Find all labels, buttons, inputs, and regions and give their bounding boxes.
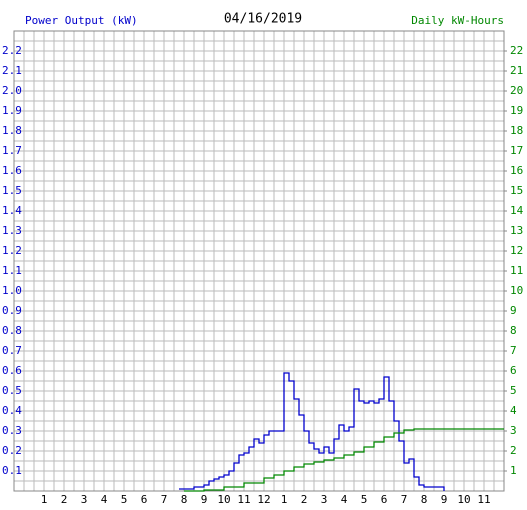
y-tick-label: 2.0 <box>2 84 22 97</box>
y2-tick-label: 1 <box>510 464 517 477</box>
x-tick-label: 6 <box>141 493 148 506</box>
x-tick-label: 2 <box>301 493 308 506</box>
x-tick-label: 1 <box>41 493 48 506</box>
y-tick-label: 1.1 <box>2 264 22 277</box>
y2-tick-label: 17 <box>510 144 523 157</box>
chart-title: 04/16/2019 <box>224 12 302 27</box>
y2-tick-label: 12 <box>510 244 523 257</box>
x-tick-label: 9 <box>441 493 448 506</box>
y-tick-label: 0.8 <box>2 324 22 337</box>
y-tick-label: 1.9 <box>2 104 22 117</box>
y-tick-label: 1.4 <box>2 204 22 217</box>
y2-tick-label: 3 <box>510 424 517 437</box>
x-tick-label: 11 <box>477 493 490 506</box>
y2-tick-label: 22 <box>510 44 523 57</box>
y2-tick-label: 21 <box>510 64 523 77</box>
x-tick-label: 5 <box>121 493 128 506</box>
y-tick-label: 1.0 <box>2 284 22 297</box>
y2-tick-label: 19 <box>510 104 523 117</box>
y2-tick-label: 6 <box>510 364 517 377</box>
x-tick-label: 3 <box>81 493 88 506</box>
y-tick-label: 1.6 <box>2 164 22 177</box>
y-tick-label: 0.4 <box>2 404 22 417</box>
y2-tick-label: 7 <box>510 344 517 357</box>
y2-axis-title: Daily kW-Hours <box>411 14 504 27</box>
x-tick-label: 4 <box>341 493 348 506</box>
x-tick-label: 3 <box>321 493 328 506</box>
x-tick-label: 4 <box>101 493 108 506</box>
y-axis-title: Power Output (kW) <box>25 14 138 27</box>
y-tick-label: 0.3 <box>2 424 22 437</box>
y2-tick-label: 9 <box>510 304 517 317</box>
y-tick-label: 0.9 <box>2 304 22 317</box>
x-tick-label: 12 <box>257 493 270 506</box>
y-tick-label: 2.2 <box>2 44 22 57</box>
y2-tick-label: 4 <box>510 404 517 417</box>
x-tick-label: 7 <box>161 493 168 506</box>
x-tick-label: 10 <box>457 493 470 506</box>
x-tick-label: 8 <box>181 493 188 506</box>
y-tick-label: 2.1 <box>2 64 22 77</box>
x-tick-label: 11 <box>237 493 250 506</box>
y-tick-label: 1.2 <box>2 244 22 257</box>
y-tick-label: 1.5 <box>2 184 22 197</box>
y2-tick-label: 8 <box>510 324 517 337</box>
y2-tick-label: 11 <box>510 264 523 277</box>
series-line <box>179 372 445 491</box>
x-tick-label: 5 <box>361 493 368 506</box>
y-tick-label: 1.7 <box>2 144 22 157</box>
y-tick-label: 0.1 <box>2 464 22 477</box>
x-tick-label: 10 <box>217 493 230 506</box>
y-tick-label: 0.7 <box>2 344 22 357</box>
y2-tick-label: 5 <box>510 384 517 397</box>
y-tick-label: 1.8 <box>2 124 22 137</box>
y-tick-label: 0.5 <box>2 384 22 397</box>
y-tick-label: 0.6 <box>2 364 22 377</box>
y2-tick-label: 18 <box>510 124 523 137</box>
y2-tick-label: 13 <box>510 224 523 237</box>
y2-tick-label: 15 <box>510 184 523 197</box>
plot-frame <box>13 30 505 492</box>
x-tick-label: 8 <box>421 493 428 506</box>
series-line <box>184 428 504 492</box>
grid <box>14 31 504 491</box>
x-tick-label: 2 <box>61 493 68 506</box>
x-tick-label: 1 <box>281 493 288 506</box>
y2-tick-label: 2 <box>510 444 517 457</box>
y2-tick-label: 20 <box>510 84 523 97</box>
y2-tick-label: 16 <box>510 164 523 177</box>
y2-tick-label: 10 <box>510 284 523 297</box>
y-tick-label: 0.2 <box>2 444 22 457</box>
x-tick-label: 7 <box>401 493 408 506</box>
y-tick-label: 1.3 <box>2 224 22 237</box>
y2-tick-label: 14 <box>510 204 524 217</box>
x-tick-label: 9 <box>201 493 208 506</box>
x-tick-label: 6 <box>381 493 388 506</box>
